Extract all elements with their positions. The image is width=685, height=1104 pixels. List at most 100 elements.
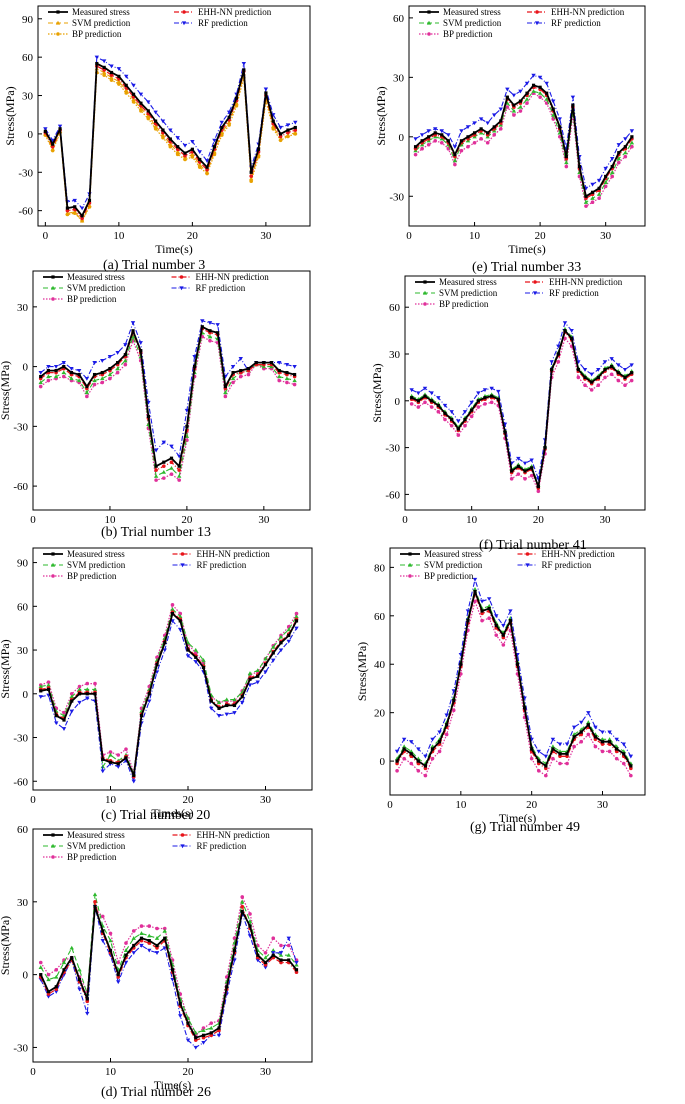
data-point-measured: [271, 651, 275, 655]
data-point-rf: [409, 740, 414, 744]
legend-marker-ehh: [179, 275, 184, 279]
data-point-bp: [116, 753, 121, 757]
data-point-rf: [456, 419, 461, 424]
data-point-svm: [61, 960, 67, 965]
data-point-bp: [596, 383, 601, 388]
data-point-rf: [294, 626, 299, 631]
data-point-measured: [596, 375, 600, 379]
data-point-measured: [402, 747, 406, 751]
y-tick-label: 30: [22, 91, 34, 103]
data-point-measured: [480, 609, 484, 613]
data-point-svm: [472, 586, 478, 591]
data-point-rf: [176, 454, 182, 459]
data-point-ehh: [177, 468, 181, 472]
data-point-bp: [564, 164, 569, 169]
data-point-rf: [489, 386, 494, 391]
data-point-bp: [416, 768, 421, 773]
data-point-rf: [593, 725, 598, 730]
data-point-measured: [212, 145, 217, 149]
data-point-measured: [170, 612, 175, 616]
x-tick-label: 10: [466, 514, 478, 526]
data-point-measured: [456, 427, 460, 431]
data-point-measured: [62, 718, 66, 722]
data-point-measured: [209, 1031, 213, 1035]
x-axis-label: Time(s): [499, 811, 537, 825]
data-point-svm: [271, 948, 276, 952]
data-point-bp: [248, 912, 252, 916]
data-point-measured: [583, 375, 587, 379]
data-point-bp: [607, 749, 612, 754]
data-point-rf: [486, 597, 492, 602]
data-point-rf: [479, 599, 485, 604]
series-measured: [413, 83, 634, 198]
x-tick-label: 0: [402, 514, 408, 526]
data-point-svm: [550, 744, 556, 749]
data-point-measured: [39, 973, 43, 977]
data-point-measured: [523, 469, 527, 473]
data-point-rf: [153, 110, 158, 115]
legend-label-rf: RF prediction: [551, 18, 601, 28]
data-point-rf: [215, 323, 220, 327]
data-point-bp: [108, 931, 113, 936]
series-line-measured: [411, 329, 633, 488]
data-point-measured: [131, 92, 136, 96]
data-point-measured: [263, 663, 268, 667]
legend: Measured stress EHH-NN prediction SVM pred…: [43, 272, 269, 304]
data-point-svm: [201, 1028, 206, 1033]
data-point-bp: [285, 380, 289, 385]
data-point-ehh: [162, 464, 166, 468]
data-point-rf: [230, 365, 236, 369]
data-point-svm: [162, 928, 167, 933]
data-point-rf: [522, 461, 528, 466]
data-point-measured: [466, 135, 470, 139]
data-point-measured: [186, 1021, 190, 1025]
data-point-bp: [485, 140, 490, 145]
data-point-rf: [204, 159, 210, 163]
data-point-ehh: [109, 73, 114, 77]
data-point-measured: [168, 137, 172, 141]
data-point-measured: [630, 135, 634, 139]
data-point-measured: [43, 129, 47, 133]
data-point-svm: [61, 370, 66, 375]
data-point-measured: [503, 430, 507, 434]
y-axis-label: Stress(MPa): [0, 916, 12, 975]
data-point-measured: [556, 352, 560, 356]
data-point-svm: [153, 124, 158, 128]
y-tick-label: -30: [13, 733, 28, 745]
data-point-measured: [87, 198, 92, 203]
data-point-measured: [54, 985, 58, 989]
y-tick-label: 0: [23, 970, 29, 982]
data-point-bp: [558, 761, 562, 766]
chart-svg: 0 10 20 30-3003060Time(s)Stress(MPa)Measure…: [0, 824, 313, 1092]
data-point-svm: [72, 209, 77, 214]
data-point-svm: [278, 634, 284, 639]
y-tick-label: 30: [393, 72, 405, 84]
legend-marker-rf: [534, 21, 540, 26]
data-point-measured: [123, 353, 127, 357]
legend-marker-svm: [407, 562, 413, 567]
data-point-bp: [449, 423, 454, 428]
data-point-svm: [292, 378, 297, 383]
chart-panel-f: 0 10 20 30 -60 -30 0 30 60 Stress(MPa) Measured st…: [370, 275, 646, 526]
data-point-rf: [478, 117, 484, 122]
data-point-rf: [543, 754, 549, 759]
data-point-measured: [108, 948, 113, 952]
data-point-measured: [416, 399, 420, 403]
y-tick-label: 0: [23, 362, 29, 374]
data-point-svm: [583, 200, 589, 204]
data-point-bp: [249, 179, 253, 184]
data-point-measured: [492, 125, 496, 129]
data-point-svm: [518, 104, 523, 109]
data-point-svm: [38, 965, 43, 969]
data-point-measured: [499, 119, 503, 123]
data-point-svm: [161, 469, 167, 474]
data-point-measured: [420, 139, 424, 143]
data-point-rf: [623, 137, 628, 141]
data-point-measured: [410, 396, 414, 400]
data-point-rf: [430, 737, 435, 742]
legend-marker-ehh: [535, 10, 539, 14]
x-tick-label: 10: [113, 230, 125, 242]
data-point-rf: [586, 711, 591, 715]
data-point-rf: [61, 361, 66, 365]
data-point-measured: [593, 735, 598, 739]
